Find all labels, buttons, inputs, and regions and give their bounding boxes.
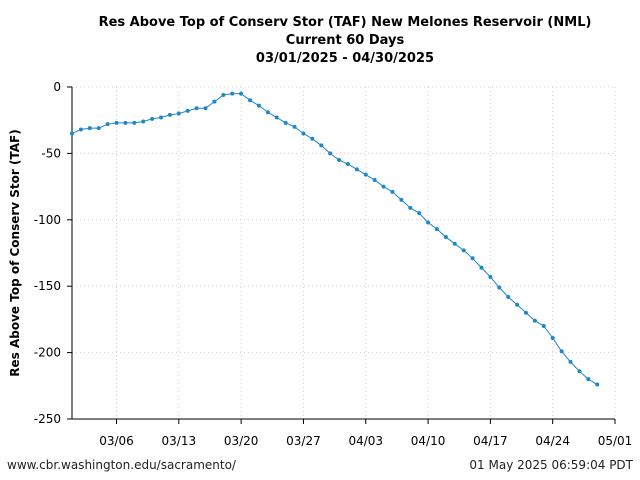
data-point [497, 285, 502, 290]
data-point [70, 131, 74, 136]
y-tick-label: -250 [34, 412, 61, 426]
data-point [417, 211, 422, 216]
x-tick-label: 04/24 [535, 434, 570, 448]
data-series [70, 91, 600, 387]
data-point [78, 127, 83, 132]
x-tick-label: 04/10 [411, 434, 446, 448]
data-point [434, 227, 439, 232]
data-point [212, 99, 217, 104]
data-point [283, 120, 288, 125]
data-point [167, 112, 172, 117]
y-tick-label: -100 [34, 213, 61, 227]
chart-date-range: 03/01/2025 - 04/30/2025 [255, 51, 435, 66]
data-point [87, 126, 92, 131]
series-line [71, 93, 598, 385]
data-point [523, 310, 528, 315]
data-point [559, 349, 564, 354]
data-point [239, 91, 244, 96]
data-point [568, 359, 573, 364]
data-point [310, 136, 315, 141]
chart-title: Res Above Top of Conserv Stor (TAF) New … [98, 15, 592, 30]
data-point [141, 119, 146, 124]
x-tick-label: 03/13 [162, 434, 197, 448]
data-point [203, 106, 208, 111]
data-point [595, 382, 600, 387]
data-point [381, 184, 386, 189]
data-point [479, 265, 484, 270]
data-point [399, 197, 404, 202]
axis-labels: 0 -50 -100 -150 -200 -250 03/06 03/13 03/20 03/27… [8, 80, 632, 448]
data-point [586, 377, 591, 382]
data-point [230, 91, 235, 96]
data-point [96, 126, 101, 131]
x-tick-label: 04/17 [473, 434, 508, 448]
data-point [426, 220, 431, 225]
data-point [337, 158, 342, 163]
data-point [515, 302, 520, 307]
data-point [443, 235, 448, 240]
data-point [265, 110, 270, 115]
data-point [354, 167, 359, 172]
data-point [176, 111, 181, 116]
data-point [461, 248, 466, 253]
data-point [506, 294, 511, 299]
data-point [301, 131, 306, 136]
x-tick-label: 05/01 [598, 434, 633, 448]
data-point [221, 92, 226, 97]
data-point [550, 335, 555, 340]
data-point [105, 122, 110, 127]
data-point [256, 103, 261, 108]
data-point [541, 324, 546, 329]
axes [67, 86, 616, 424]
grid-lines [72, 86, 616, 420]
y-tick-label: -50 [41, 146, 61, 160]
data-point [470, 256, 475, 261]
data-point [452, 241, 457, 246]
data-point [132, 120, 137, 125]
data-point [345, 162, 350, 167]
data-point [328, 151, 333, 156]
data-point [248, 98, 253, 103]
data-point [372, 177, 377, 182]
data-point [159, 115, 164, 120]
data-point [488, 274, 493, 279]
data-point [123, 120, 128, 125]
chart-subtitle: Current 60 Days [285, 33, 405, 48]
y-tick-label: -150 [34, 279, 61, 293]
chart-title-block: Res Above Top of Conserv Stor (TAF) New … [0, 14, 640, 68]
data-point [194, 106, 199, 111]
data-point [577, 369, 582, 374]
data-point [150, 116, 155, 121]
data-point [319, 143, 324, 148]
x-tick-label: 03/27 [286, 434, 321, 448]
y-tick-label: 0 [53, 80, 61, 94]
y-tick-label: -200 [34, 346, 61, 360]
data-point [408, 205, 413, 210]
data-point [532, 318, 537, 323]
data-point [114, 120, 119, 125]
generated-timestamp: 01 May 2025 06:59:04 PDT [469, 458, 633, 472]
data-point [274, 115, 279, 120]
y-axis-label: Res Above Top of Conserv Stor (TAF) [8, 129, 22, 376]
data-point [292, 124, 297, 129]
data-point [185, 108, 190, 113]
data-point [363, 172, 368, 177]
x-tick-label: 03/06 [99, 434, 134, 448]
x-tick-label: 03/20 [224, 434, 259, 448]
x-tick-label: 04/03 [348, 434, 383, 448]
data-point [390, 189, 395, 194]
source-url[interactable]: www.cbr.washington.edu/sacramento/ [7, 458, 236, 472]
